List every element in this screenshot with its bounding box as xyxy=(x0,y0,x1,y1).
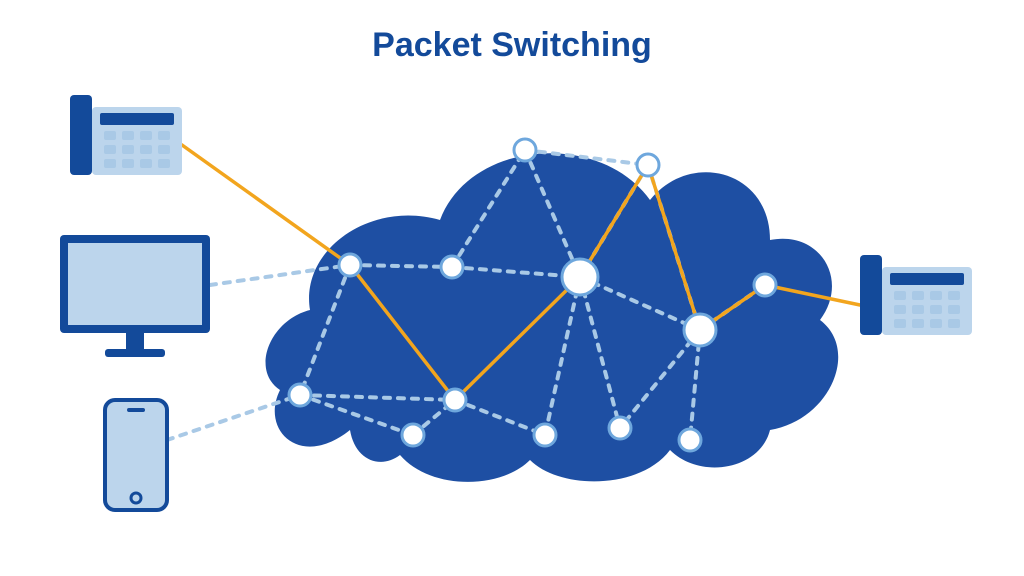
network-node xyxy=(754,274,776,296)
network-node xyxy=(289,384,311,406)
deskphone-handset xyxy=(860,255,882,335)
network-node xyxy=(609,417,631,439)
diagram-canvas: Packet Switching xyxy=(0,0,1024,576)
network-node xyxy=(339,254,361,276)
deskphone-key xyxy=(948,291,960,300)
deskphone-key xyxy=(158,145,170,154)
deskphone-key xyxy=(158,159,170,168)
network-node xyxy=(562,259,598,295)
monitor-neck xyxy=(126,333,144,349)
network-svg xyxy=(0,0,1024,576)
deskphone-key xyxy=(122,131,134,140)
deskphone-key xyxy=(104,145,116,154)
network-node xyxy=(514,139,536,161)
monitor-screen xyxy=(68,243,202,325)
network-node xyxy=(402,424,424,446)
deskphone-key xyxy=(140,159,152,168)
network-node xyxy=(534,424,556,446)
deskphone-key xyxy=(948,319,960,328)
deskphone-key xyxy=(122,145,134,154)
deskphone-display xyxy=(100,113,174,125)
deskphone-display xyxy=(890,273,964,285)
deskphone-key xyxy=(912,319,924,328)
network-node xyxy=(441,256,463,278)
network-node xyxy=(637,154,659,176)
deskphone-key xyxy=(912,291,924,300)
smartphone-left-icon xyxy=(105,400,167,510)
deskphone-key xyxy=(894,305,906,314)
network-node xyxy=(444,389,466,411)
deskphone-key xyxy=(104,159,116,168)
deskphone-key xyxy=(894,291,906,300)
monitor-left-icon xyxy=(60,235,210,357)
deskphone-key xyxy=(912,305,924,314)
smartphone-speaker xyxy=(127,408,145,412)
deskphone-handset xyxy=(70,95,92,175)
network-node xyxy=(679,429,701,451)
deskphone-key xyxy=(140,131,152,140)
deskphone-key xyxy=(894,319,906,328)
deskphone-key xyxy=(140,145,152,154)
deskphone-key xyxy=(158,131,170,140)
phone-desk-right-icon xyxy=(860,255,972,335)
monitor-base xyxy=(105,349,165,357)
deskphone-key xyxy=(930,319,942,328)
deskphone-key xyxy=(104,131,116,140)
phone-desk-left-icon xyxy=(70,95,182,175)
deskphone-key xyxy=(930,291,942,300)
deskphone-key xyxy=(930,305,942,314)
deskphone-key xyxy=(948,305,960,314)
deskphone-key xyxy=(122,159,134,168)
network-node xyxy=(684,314,716,346)
